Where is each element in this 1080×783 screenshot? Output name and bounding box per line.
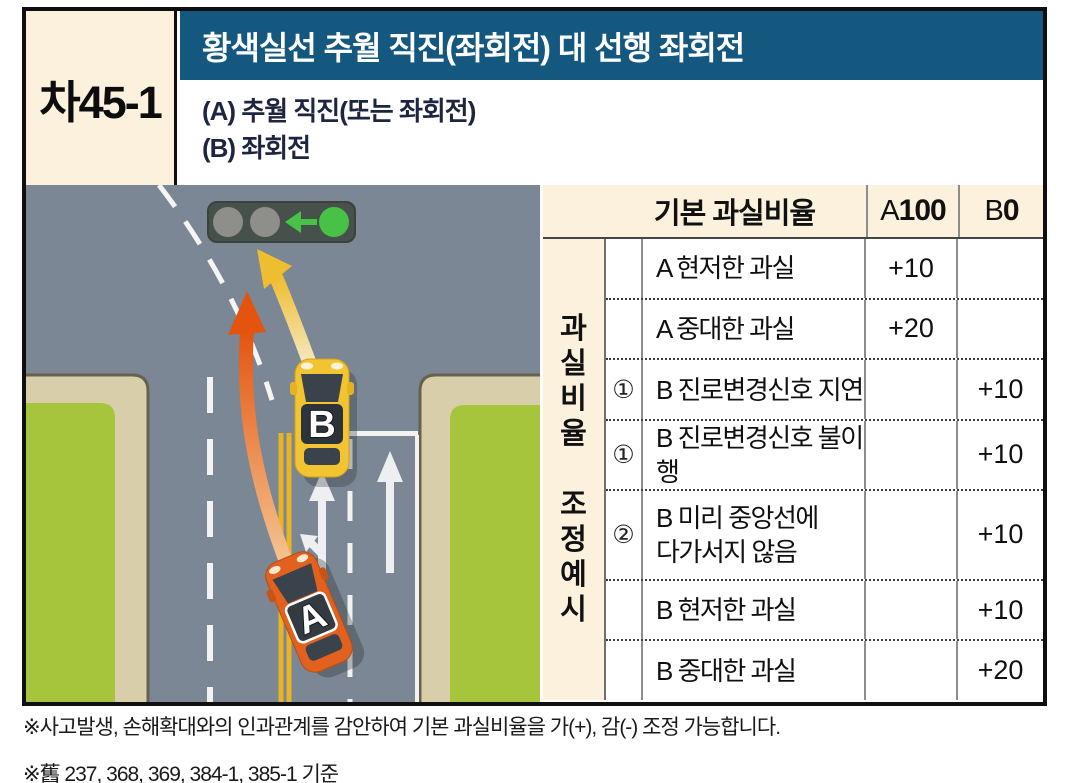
- vehicle-b-desc: (B) 좌회전: [202, 133, 311, 163]
- car-b-badge: [301, 404, 343, 444]
- intersection-diagram-svg: B A: [26, 185, 540, 702]
- side-label-char: 비: [560, 382, 587, 415]
- signal-green-light: [319, 207, 349, 237]
- row-case-number: [606, 580, 643, 640]
- case-title-bar: 황색실선 추월 직진(좌회전) 대 선행 좌회전: [180, 11, 1043, 80]
- row-case-number: ①: [606, 420, 643, 489]
- side-label-char: 조: [560, 488, 587, 521]
- turn-guide-dashed-curve: [157, 185, 275, 401]
- case-card: 차45-1 황색실선 추월 직진(좌회전) 대 선행 좌회전 (A) 추월 직진…: [22, 7, 1047, 706]
- row-b-adjustment: [958, 239, 1043, 298]
- table-body: A 현저한 과실 +10 A 중대한 과실 +20 ① B 진로변경신호 지연 …: [606, 239, 1043, 700]
- table-row: ② B 미리 중앙선에 다가서지 않음 +10: [606, 488, 1043, 579]
- case-title: 황색실선 추월 직진(좌회전) 대 선행 좌회전: [202, 29, 745, 66]
- row-case-number: [606, 641, 643, 700]
- signal-off-light-1: [213, 207, 243, 237]
- row-a-adjustment: +20: [866, 299, 958, 359]
- case-id-box: 차45-1: [26, 11, 177, 185]
- side-label-char: 율: [560, 417, 587, 450]
- row-factor-label: B 미리 중앙선에 다가서지 않음: [643, 490, 866, 579]
- signal-green-left-arrow-icon: [285, 211, 317, 233]
- signal-off-light-2: [250, 207, 280, 237]
- row-a-adjustment: [866, 360, 958, 419]
- row-factor-label: B 현저한 과실: [643, 580, 866, 640]
- row-a-adjustment: [866, 490, 958, 579]
- car-b-label: B: [308, 404, 335, 446]
- side-label-char: 시: [560, 593, 587, 626]
- row-b-adjustment: +10: [977, 439, 1024, 470]
- row-factor-label: B 중대한 과실: [643, 641, 866, 700]
- row-a-adjustment: [866, 420, 958, 489]
- vehicle-a-desc: (A) 추월 직진(또는 좌회전): [202, 96, 476, 126]
- case-id: 차45-1: [39, 76, 162, 128]
- row-factor-label: A 현저한 과실: [643, 239, 866, 298]
- intersection-diagram: B A: [26, 185, 540, 702]
- table-row: B 중대한 과실 +20: [606, 639, 1043, 700]
- vehicle-descriptions: (A) 추월 직진(또는 좌회전) (B) 좌회전: [180, 80, 1043, 185]
- table-row: ① B 진로변경신호 불이행 +10: [606, 418, 1043, 489]
- traffic-light-icon: [207, 201, 356, 243]
- side-label-char: 예: [560, 558, 587, 591]
- table-row: B 현저한 과실 +10: [606, 578, 1043, 640]
- table-row: A 현저한 과실 +10: [606, 239, 1043, 298]
- row-b-adjustment: +10: [977, 519, 1024, 550]
- row-a-adjustment: +10: [866, 239, 958, 298]
- lane-arrow-straight-left: [300, 471, 335, 579]
- car-b: B: [290, 358, 357, 487]
- row-case-number: [606, 239, 643, 298]
- row-b-adjustment: [958, 300, 1043, 359]
- row-a-adjustment: [866, 580, 958, 640]
- row-factor-label: A 중대한 과실: [643, 299, 866, 359]
- base-ratio-header: 기본 과실비율: [653, 198, 816, 230]
- sidewalk-left: [26, 373, 150, 702]
- stop-line: [348, 431, 418, 436]
- row-b-adjustment: +10: [977, 594, 1024, 625]
- footnote-adjustment: ※사고발생, 손해확대와의 인과관계를 감안하여 기본 과실비율을 가(+), …: [23, 716, 781, 739]
- vehicle-a-ratio-header: A 100: [866, 185, 958, 237]
- row-b-adjustment: +10: [977, 374, 1024, 405]
- side-label-char: 정: [560, 523, 587, 556]
- side-label-char: 실: [560, 347, 587, 380]
- table-row: A 중대한 과실 +20: [606, 297, 1043, 359]
- row-a-adjustment: [866, 641, 958, 700]
- row-case-number: [606, 299, 643, 359]
- table-row: ① B 진로변경신호 지연 +10: [606, 358, 1043, 419]
- sidewalk-right: [418, 373, 540, 702]
- row-factor-label: B 진로변경신호 불이행: [643, 420, 866, 489]
- row-factor-label: B 진로변경신호 지연: [643, 360, 866, 419]
- row-b-adjustment: +20: [977, 655, 1024, 686]
- row-case-number: ①: [606, 360, 643, 419]
- footnote-reference: ※舊 237, 368, 369, 384-1, 385-1 기준: [23, 763, 339, 783]
- car-a: A: [265, 551, 365, 678]
- car-a-path-arrow: [228, 291, 292, 562]
- side-label-char: 과: [560, 312, 587, 345]
- footnotes: ※사고발생, 손해확대와의 인과관계를 감안하여 기본 과실비율을 가(+), …: [23, 711, 781, 783]
- row-case-number: ②: [606, 490, 643, 579]
- lane-arrow-straight: [377, 451, 403, 573]
- car-a-badge: [284, 591, 338, 644]
